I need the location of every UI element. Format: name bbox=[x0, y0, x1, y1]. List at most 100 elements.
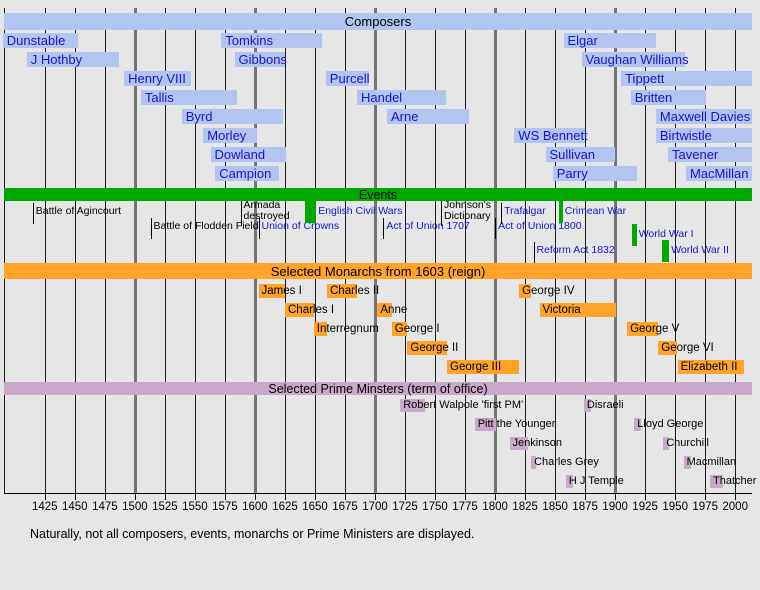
monarch-label: Interregnum bbox=[316, 323, 379, 335]
prime-minister-bar bbox=[565, 475, 574, 488]
prime-minister-label: Macmillan bbox=[686, 456, 737, 468]
axis-tick-mark bbox=[375, 494, 376, 500]
event-tick bbox=[495, 218, 497, 239]
prime-minister-label: Thatcher bbox=[713, 475, 757, 487]
composer-label: Sullivan bbox=[549, 147, 596, 162]
gridline-minor bbox=[224, 8, 226, 493]
prime-minister-label: Charles Grey bbox=[534, 456, 599, 468]
event-label: World War II bbox=[671, 244, 729, 256]
event-label: Trafalgar bbox=[504, 205, 546, 217]
composer-label: Britten bbox=[634, 90, 673, 105]
monarch-bar bbox=[407, 341, 447, 355]
axis-tick-mark bbox=[194, 494, 196, 500]
gridline-minor bbox=[164, 8, 166, 493]
composer-bar bbox=[357, 90, 446, 105]
event-tick bbox=[383, 218, 385, 239]
gridline-century bbox=[133, 8, 137, 493]
axis-tick-mark bbox=[675, 494, 677, 500]
gridline-minor bbox=[675, 8, 677, 493]
monarch-label: George I bbox=[394, 323, 440, 335]
composer-label: Tippett bbox=[625, 71, 665, 86]
monarch-label: Elizabeth II bbox=[680, 361, 738, 373]
composer-label: Tallis bbox=[144, 90, 174, 105]
monarch-label: Charles II bbox=[330, 285, 380, 297]
monarch-label: George III bbox=[450, 361, 502, 373]
prime-minister-bar bbox=[583, 399, 592, 412]
axis-tick-label: 1900 bbox=[602, 501, 628, 513]
monarchs-band-title: Selected Monarchs from 1603 (reign) bbox=[270, 263, 486, 279]
event-label: Armada destroyed bbox=[243, 199, 290, 222]
prime-minister-bar bbox=[663, 437, 670, 450]
axis-tick-mark bbox=[254, 494, 256, 500]
gridline-minor bbox=[405, 8, 406, 493]
axis-tick-label: 1825 bbox=[512, 501, 538, 513]
composer-bar bbox=[581, 52, 685, 67]
axis-tick-mark bbox=[585, 494, 587, 500]
axis-tick-mark bbox=[735, 494, 737, 500]
axis-tick-mark bbox=[615, 494, 617, 500]
composer-bar bbox=[210, 147, 287, 162]
axis-tick-mark bbox=[555, 494, 557, 500]
composer-bar bbox=[668, 147, 752, 162]
event-label: Johnson's Dictionary bbox=[444, 199, 491, 222]
plot-left-border bbox=[4, 8, 5, 493]
event-duration-block bbox=[631, 224, 637, 246]
event-duration-block bbox=[662, 240, 670, 262]
axis-tick-mark bbox=[465, 494, 466, 500]
axis-tick-mark bbox=[345, 494, 346, 500]
composer-label: Maxwell Davies bbox=[659, 109, 751, 124]
monarch-label: Charles I bbox=[288, 304, 335, 316]
monarch-label: George VI bbox=[661, 342, 714, 354]
axis-tick-mark bbox=[134, 494, 136, 500]
composer-bar bbox=[140, 90, 237, 105]
axis-tick-mark bbox=[705, 494, 707, 500]
axis-tick-label: 1800 bbox=[482, 501, 508, 513]
composer-label: Dowland bbox=[214, 147, 266, 162]
composer-bar bbox=[655, 109, 752, 124]
axis-tick-mark bbox=[645, 494, 647, 500]
monarch-bar bbox=[627, 322, 659, 336]
prime-ministers-band: Selected Prime Minsters (term of office) bbox=[4, 382, 752, 396]
gridline-century bbox=[494, 8, 498, 493]
axis-tick-mark bbox=[74, 494, 76, 500]
gridline-century bbox=[374, 8, 377, 493]
gridline-minor bbox=[285, 8, 286, 493]
prime-minister-bar bbox=[634, 418, 642, 431]
axis-tick-label: 1775 bbox=[452, 501, 478, 513]
composer-label: Henry VIII bbox=[128, 71, 186, 86]
composer-bar bbox=[552, 166, 637, 181]
axis-tick-label: 1650 bbox=[302, 501, 328, 513]
axis-tick-label: 1525 bbox=[152, 501, 178, 513]
gridline-minor bbox=[585, 8, 587, 493]
gridline-minor bbox=[735, 8, 737, 493]
composer-label: Gibbons bbox=[238, 52, 287, 67]
prime-minister-bar bbox=[474, 418, 497, 431]
composer-bar bbox=[387, 109, 469, 124]
composer-label: Handel bbox=[361, 90, 403, 105]
gridline-century bbox=[614, 8, 618, 493]
gridline-minor bbox=[555, 8, 557, 493]
prime-minister-label: Disraeli bbox=[586, 399, 624, 411]
event-label: Battle of Agincourt bbox=[35, 205, 122, 217]
event-tick bbox=[240, 200, 242, 226]
monarch-label: George IV bbox=[522, 285, 575, 297]
composer-label: Birtwistle bbox=[659, 128, 712, 143]
composer-bar bbox=[221, 33, 323, 48]
composer-label: Vaughan Williams bbox=[585, 52, 689, 67]
prime-minister-bar bbox=[683, 456, 691, 469]
axis-tick-label: 1950 bbox=[662, 501, 688, 513]
gridline-minor bbox=[525, 8, 527, 493]
composer-label: Campion bbox=[219, 166, 272, 181]
monarch-label: James I bbox=[261, 285, 302, 297]
monarch-bar bbox=[677, 360, 744, 374]
axis-line bbox=[4, 493, 752, 494]
gridline-minor bbox=[465, 8, 466, 493]
gridline-minor bbox=[74, 8, 76, 493]
prime-minister-bar bbox=[509, 437, 528, 450]
composers-band: Composers bbox=[4, 13, 752, 30]
axis-tick-label: 1425 bbox=[32, 501, 58, 513]
composer-label: Arne bbox=[391, 109, 419, 124]
composer-bar bbox=[545, 147, 616, 162]
